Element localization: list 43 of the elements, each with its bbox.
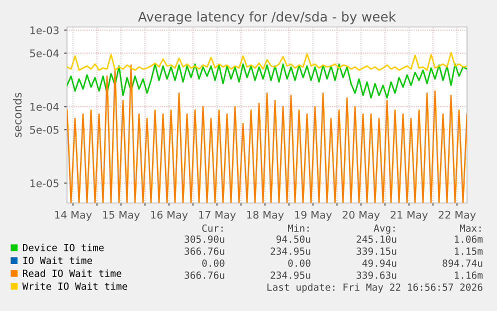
chart-title: Average latency for /dev/sda - by week [138, 11, 396, 24]
text: Min: [288, 224, 309, 232]
legend-label: Write IO Wait time [22, 282, 128, 290]
y-tick-label: 1e-05 [30, 179, 58, 188]
legend-label: Read IO Wait time [23, 269, 122, 277]
text: Last update: Fri May 22 16:56:57 2026 [267, 283, 482, 293]
text: 366.76u [184, 247, 224, 255]
text: 234.95u [270, 271, 310, 279]
text: 49.94u [362, 259, 396, 267]
text: 894.74u [442, 259, 482, 267]
text: 94.50u [276, 235, 310, 243]
y-tick-label: 5e-04 [30, 49, 59, 58]
x-tick-label: 19 May [295, 210, 332, 221]
x-tick-label: 18 May [247, 210, 284, 221]
line-series [67, 63, 467, 99]
text: 0.00 [202, 259, 224, 267]
text: 305.90u [184, 235, 224, 243]
x-tick-label: 22 May [438, 210, 476, 221]
text: 0.00 [288, 259, 310, 267]
x-tick-label: 17 May [199, 210, 236, 221]
text: 245.10u [356, 235, 396, 243]
x-tick-label: 16 May [151, 210, 188, 221]
x-tick-label: 21 May [390, 210, 428, 221]
text: Max: [460, 224, 481, 232]
line-series [67, 52, 467, 71]
y-tick-label: 1e-04 [30, 102, 59, 111]
text: 339.15u [356, 247, 396, 255]
text: 234.95u [270, 247, 310, 255]
legend-label: Device IO time [23, 244, 104, 252]
x-tick-label: 20 May [342, 210, 380, 221]
legend-label: IO Wait time [23, 256, 92, 264]
y-tick-label: 5e-05 [30, 126, 58, 134]
x-tick-label: 15 May [103, 210, 140, 221]
text: 1.16m [454, 271, 483, 279]
text: 1.15m [454, 248, 483, 255]
text: 366.76u [184, 271, 224, 279]
x-tick-label: 14 May [55, 210, 92, 221]
y-tick-label: 1e-03 [30, 26, 59, 34]
text: Avg: [374, 224, 395, 234]
text: 339.63u [356, 271, 396, 279]
y-axis-title: seconds [13, 92, 22, 138]
text: 1.06m [454, 235, 483, 243]
text: Cur: [202, 224, 223, 232]
